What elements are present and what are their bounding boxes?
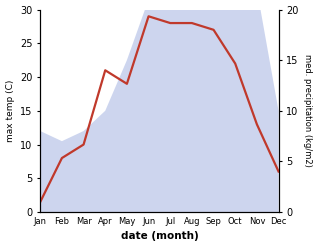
X-axis label: date (month): date (month) (121, 231, 198, 242)
Y-axis label: med. precipitation (kg/m2): med. precipitation (kg/m2) (303, 54, 313, 167)
Y-axis label: max temp (C): max temp (C) (5, 80, 15, 142)
